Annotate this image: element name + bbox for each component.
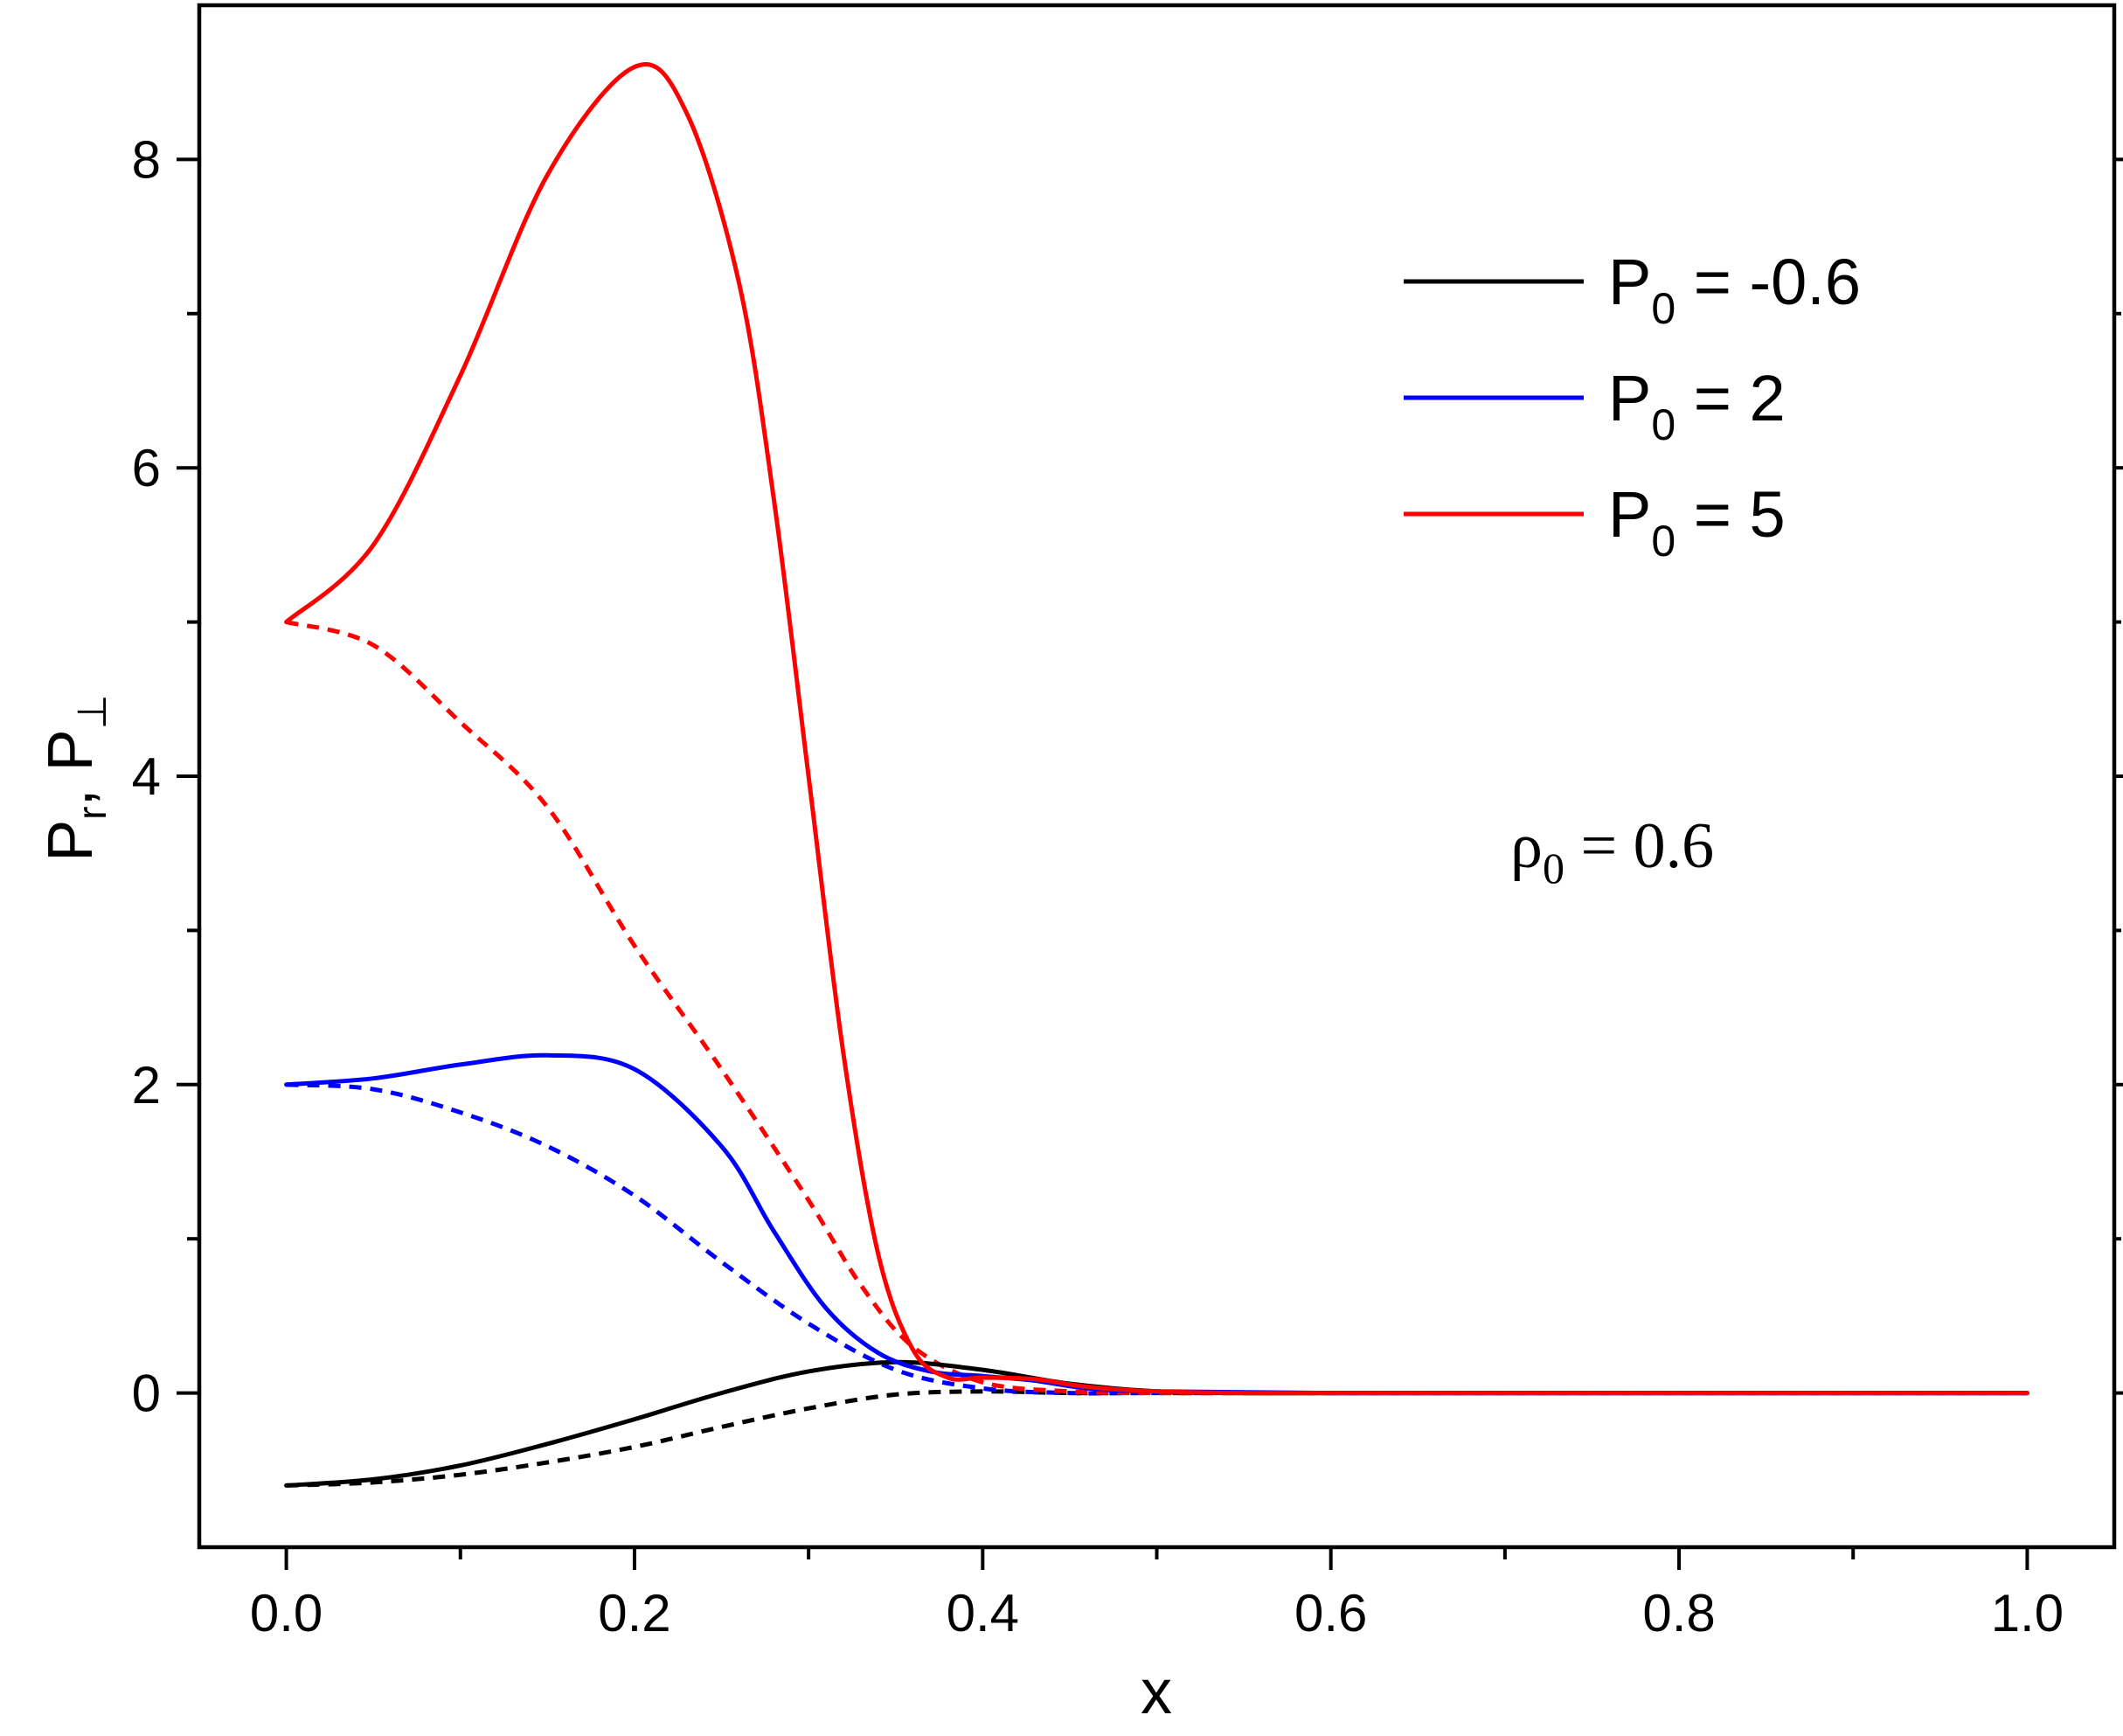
legend: P0 = -0.6P0 = 2P0 = 5 xyxy=(1404,246,1861,566)
y-tick-label: 0 xyxy=(132,1364,161,1423)
annotation-main: ρ xyxy=(1510,810,1543,882)
y-axis-title-main: P xyxy=(36,820,106,862)
x-axis-title: x xyxy=(1141,1657,1172,1727)
legend-label-main: P xyxy=(1608,246,1651,318)
series-line-1 xyxy=(286,1389,2028,1488)
legend-label-rest: = -0.6 xyxy=(1676,246,1861,318)
plot-frame xyxy=(197,3,2117,1550)
series-line-5 xyxy=(285,620,2028,1396)
legend-label-rest: = 2 xyxy=(1676,362,1786,434)
legend-label-main: P xyxy=(1608,478,1651,551)
legend-label-rest: = 5 xyxy=(1676,478,1786,551)
x-tick-label: 0.0 xyxy=(250,1584,323,1642)
y-axis-ticks: 0 2 4 6 8 xyxy=(132,130,2123,1423)
y-tick-label: 4 xyxy=(132,747,161,806)
legend-label-sub: 0 xyxy=(1651,517,1676,566)
legend-label-sub: 0 xyxy=(1651,284,1676,333)
x-tick-label: 0.6 xyxy=(1294,1584,1367,1642)
y-axis-title-sub2: ⊥ xyxy=(69,694,114,729)
series-line-3 xyxy=(286,1082,2028,1396)
y-axis-title: Pr, P⊥ xyxy=(36,694,114,861)
y-tick-label: 8 xyxy=(132,130,161,189)
legend-label: P0 = 2 xyxy=(1608,362,1786,449)
x-tick-label: 0.2 xyxy=(598,1584,670,1642)
annotation: ρ0 = 0.6 xyxy=(1510,810,1714,892)
x-tick-label: 1.0 xyxy=(1991,1584,2064,1642)
legend-label-main: P xyxy=(1608,362,1651,434)
legend-label-sub: 0 xyxy=(1651,400,1676,449)
x-tick-label: 0.8 xyxy=(1642,1584,1715,1642)
x-tick-label: 0.4 xyxy=(947,1584,1019,1642)
y-tick-label: 6 xyxy=(132,439,161,497)
series-group xyxy=(284,62,2029,1488)
series-line-4 xyxy=(284,62,2029,1396)
series-line-2 xyxy=(284,1052,2029,1396)
series-line-0 xyxy=(284,1359,2029,1488)
annotation-rest: = 0.6 xyxy=(1564,810,1714,882)
y-axis-title-sub1: r xyxy=(69,806,114,819)
annotation-sub: 0 xyxy=(1543,844,1564,892)
legend-label: P0 = -0.6 xyxy=(1608,246,1861,333)
y-tick-label: 2 xyxy=(132,1056,161,1115)
legend-label: P0 = 5 xyxy=(1608,478,1786,566)
x-axis-ticks: 0.0 0.2 0.4 0.6 0.8 1.0 xyxy=(250,1547,2064,1642)
y-axis-title-sep: , P xyxy=(36,729,106,806)
